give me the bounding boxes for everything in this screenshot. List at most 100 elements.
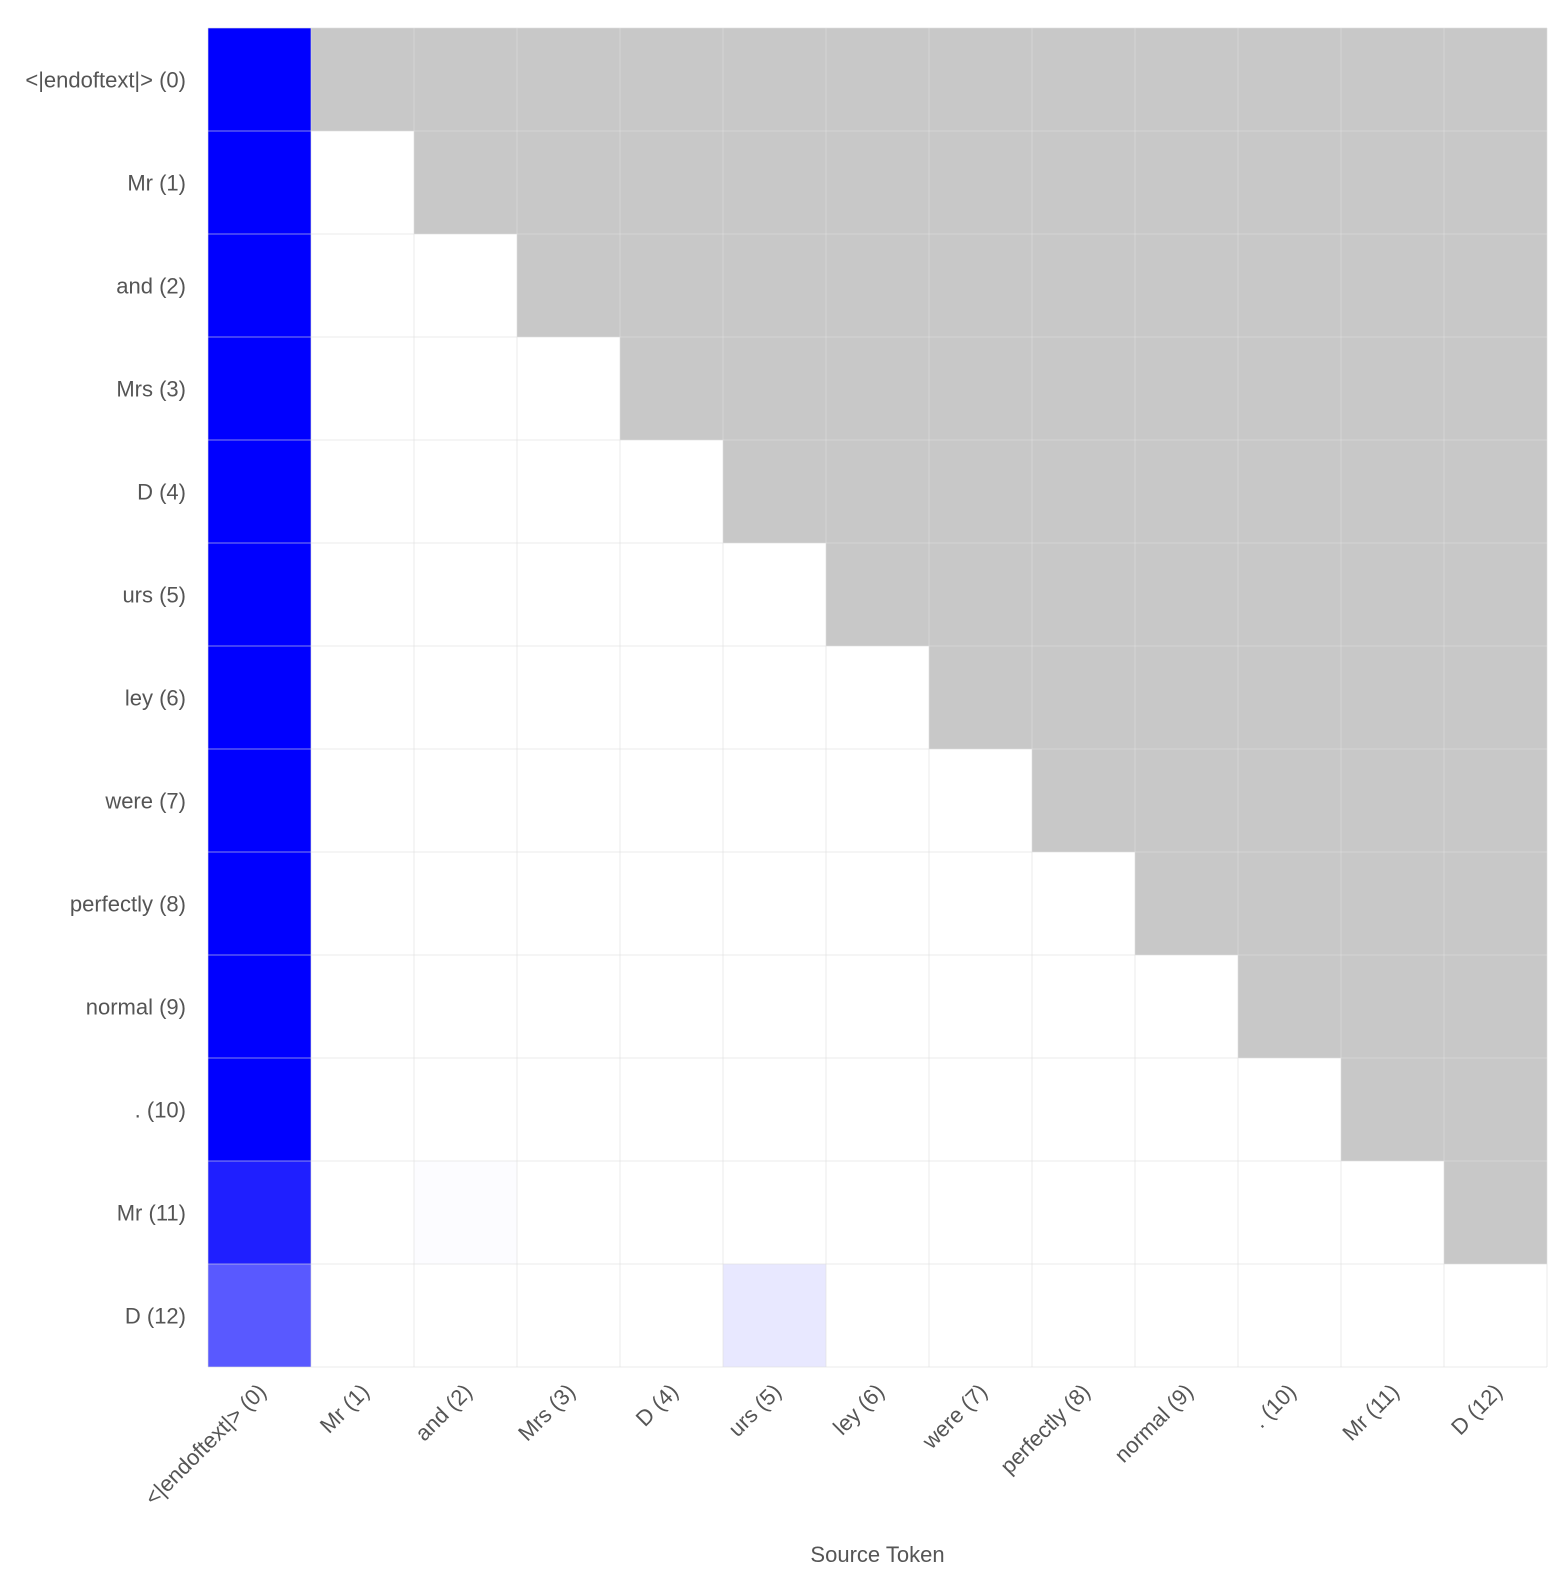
masked-cell xyxy=(517,234,620,337)
masked-cell xyxy=(1444,234,1547,337)
masked-cell xyxy=(1341,28,1444,131)
masked-cell xyxy=(620,28,723,131)
attention-cell xyxy=(414,543,517,646)
y-axis-labels: <|endoftext|> (0) Mr (1) and (2) Mrs (3) D (… xyxy=(25,68,186,1329)
masked-cell xyxy=(1238,646,1341,749)
attention-cell xyxy=(1135,1264,1238,1367)
masked-cell xyxy=(826,234,929,337)
attention-cell xyxy=(311,646,414,749)
masked-cell xyxy=(414,28,517,131)
masked-cell xyxy=(1341,234,1444,337)
attention-cell xyxy=(826,1161,929,1264)
y-tick-label: Mrs (3) xyxy=(116,377,186,402)
masked-cell xyxy=(1341,749,1444,852)
y-tick-label: D (12) xyxy=(125,1304,186,1329)
attention-cell xyxy=(620,1264,723,1367)
attention-cell xyxy=(517,852,620,955)
attention-cell xyxy=(826,1264,929,1367)
masked-cell xyxy=(1238,749,1341,852)
attention-cell xyxy=(414,440,517,543)
x-tick-label: were (7) xyxy=(917,1379,992,1454)
attention-cell xyxy=(517,1058,620,1161)
attention-cell xyxy=(208,646,311,749)
masked-cell xyxy=(1032,543,1135,646)
attention-cell xyxy=(723,646,826,749)
attention-cell xyxy=(414,1058,517,1161)
attention-cell xyxy=(1341,1161,1444,1264)
attention-cell xyxy=(311,337,414,440)
attention-cell xyxy=(826,955,929,1058)
heatmap-cells xyxy=(208,28,1547,1367)
attention-cell xyxy=(1032,1161,1135,1264)
attention-cell xyxy=(1032,1058,1135,1161)
attention-cell xyxy=(517,749,620,852)
x-tick-label: D (4) xyxy=(631,1379,683,1431)
attention-cell xyxy=(929,749,1032,852)
attention-cell xyxy=(1032,852,1135,955)
attention-cell xyxy=(311,955,414,1058)
y-tick-label: Mr (11) xyxy=(117,1201,186,1226)
attention-cell xyxy=(414,234,517,337)
x-tick-label: and (2) xyxy=(410,1379,477,1446)
attention-cell xyxy=(311,749,414,852)
attention-cell xyxy=(414,955,517,1058)
masked-cell xyxy=(826,337,929,440)
x-tick-label: D (12) xyxy=(1446,1379,1507,1440)
attention-cell xyxy=(723,749,826,852)
masked-cell xyxy=(1341,646,1444,749)
masked-cell xyxy=(517,131,620,234)
attention-cell xyxy=(723,1161,826,1264)
masked-cell xyxy=(929,28,1032,131)
masked-cell xyxy=(1444,749,1547,852)
attention-cell xyxy=(311,234,414,337)
masked-cell xyxy=(1444,543,1547,646)
masked-cell xyxy=(1135,543,1238,646)
masked-cell xyxy=(1444,1058,1547,1161)
attention-cell xyxy=(208,1161,311,1264)
masked-cell xyxy=(1444,337,1547,440)
attention-cell xyxy=(723,1264,826,1367)
masked-cell xyxy=(1032,131,1135,234)
masked-cell xyxy=(826,131,929,234)
x-axis-title: Source Token xyxy=(810,1542,944,1567)
attention-cell xyxy=(517,1161,620,1264)
y-tick-label: were (7) xyxy=(104,789,186,814)
attention-cell xyxy=(517,337,620,440)
masked-cell xyxy=(1341,1058,1444,1161)
attention-cell xyxy=(208,234,311,337)
attention-cell xyxy=(620,955,723,1058)
x-tick-label: Mr (1) xyxy=(315,1379,374,1438)
attention-cell xyxy=(208,1058,311,1161)
attention-cell xyxy=(208,1264,311,1367)
attention-cell xyxy=(208,131,311,234)
attention-cell xyxy=(208,955,311,1058)
attention-cell xyxy=(208,749,311,852)
attention-cell xyxy=(517,440,620,543)
attention-cell xyxy=(723,955,826,1058)
attention-cell xyxy=(723,1058,826,1161)
masked-cell xyxy=(723,131,826,234)
attention-cell xyxy=(620,1161,723,1264)
attention-cell xyxy=(1238,1161,1341,1264)
attention-cell xyxy=(414,646,517,749)
attention-cell xyxy=(1135,1058,1238,1161)
masked-cell xyxy=(723,440,826,543)
attention-cell xyxy=(620,543,723,646)
attention-cell xyxy=(517,955,620,1058)
masked-cell xyxy=(1238,852,1341,955)
attention-cell xyxy=(311,1058,414,1161)
attention-cell xyxy=(929,955,1032,1058)
masked-cell xyxy=(1341,852,1444,955)
attention-cell xyxy=(1341,1264,1444,1367)
x-tick-label: <|endoftext|> (0) xyxy=(140,1379,271,1510)
attention-cell xyxy=(826,852,929,955)
attention-cell xyxy=(208,28,311,131)
masked-cell xyxy=(620,337,723,440)
attention-cell xyxy=(414,1161,517,1264)
attention-cell xyxy=(414,337,517,440)
attention-cell xyxy=(517,543,620,646)
masked-cell xyxy=(1444,646,1547,749)
attention-cell xyxy=(1444,1264,1547,1367)
x-tick-label: normal (9) xyxy=(1109,1379,1198,1468)
